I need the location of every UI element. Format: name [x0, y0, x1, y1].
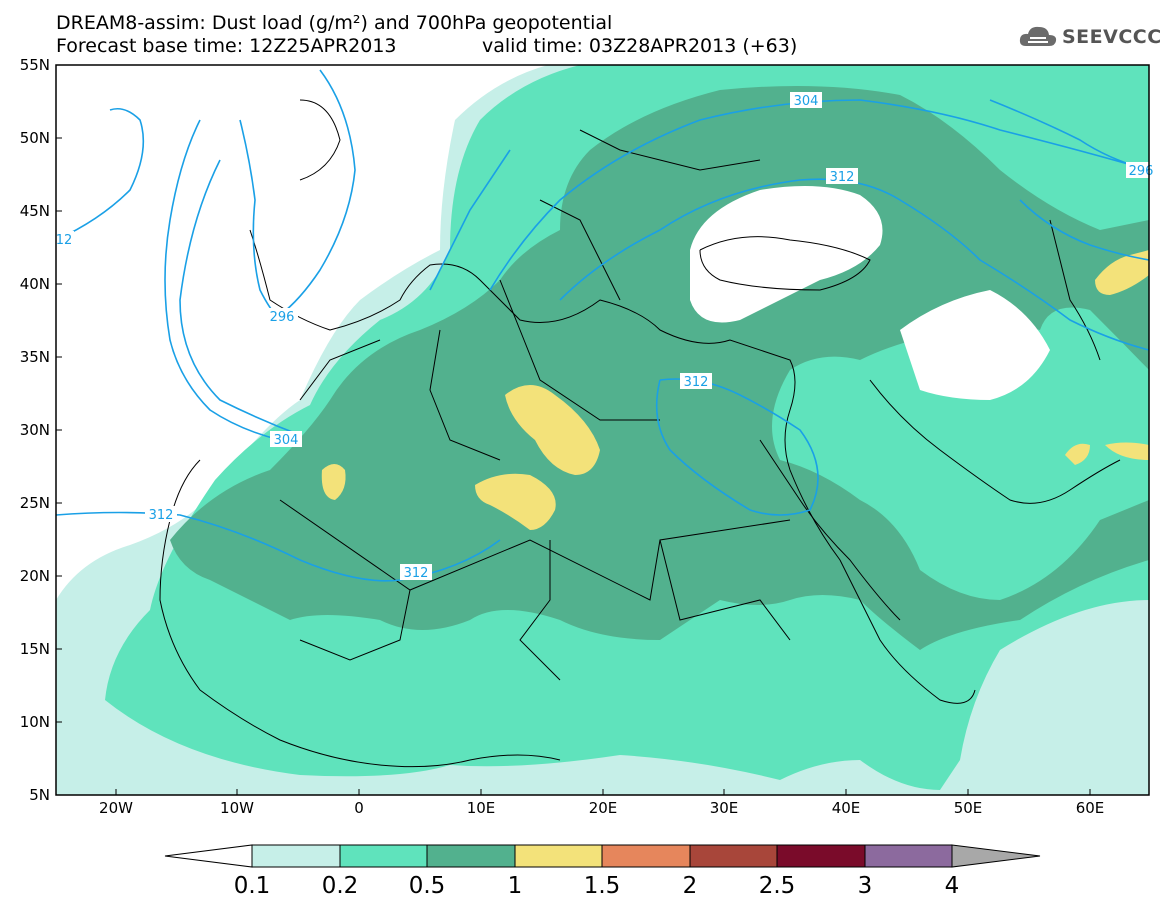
- lat-label: 35N: [20, 348, 50, 366]
- contour-312-egypt: [655, 378, 819, 516]
- svg-text:312: 312: [149, 508, 174, 523]
- contour-italy: [429, 149, 511, 291]
- svg-text:296: 296: [1129, 164, 1154, 179]
- contour-296-far: [239, 119, 281, 321]
- lat-label: 45N: [20, 202, 50, 220]
- map-title: DREAM8-assim: Dust load (g/m²) and 700hP…: [56, 12, 613, 34]
- dust-level-1-algeria: [475, 473, 556, 530]
- dust-level-1-libya: [505, 385, 600, 475]
- contour-296-ne: [989, 99, 1149, 171]
- seevccc-logo: SEEVCCC: [1018, 24, 1162, 50]
- geopotential-contours: [56, 69, 1149, 582]
- dust-free-west: [56, 65, 440, 520]
- cloud-logo-icon: [1019, 26, 1057, 46]
- contour-label-296-ne: 296: [1126, 162, 1156, 179]
- colorbar-tick: 1: [508, 873, 523, 899]
- colorbar-tick: 0.2: [322, 873, 359, 899]
- svg-text:12: 12: [56, 233, 73, 248]
- colorbar-tick: 1.5: [584, 873, 621, 899]
- dust-level-1-gulf: [1065, 442, 1149, 465]
- contour-label-312-east: 312: [826, 168, 858, 185]
- longitude-labels: 20W 10W 0 10E 20E 30E 40E 50E 60E: [99, 799, 1104, 817]
- svg-text:312: 312: [830, 170, 855, 185]
- colorbar-swatch-1: [251, 844, 341, 868]
- lon-label: 10E: [467, 799, 496, 817]
- valid-time: valid time: 03Z28APR2013 (+63): [482, 35, 798, 57]
- contour-312-iberia: [56, 107, 145, 241]
- contour-304-west: [179, 159, 301, 436]
- contour-312-east: [559, 178, 1149, 351]
- colorbar-swatch-7: [776, 844, 866, 868]
- lon-label: 10W: [220, 799, 254, 817]
- lat-label: 20N: [20, 567, 50, 585]
- contour-label-312-iberia: 12: [56, 231, 74, 248]
- lon-label: 50E: [954, 799, 983, 817]
- lon-label: 20E: [589, 799, 618, 817]
- lon-label: 30E: [710, 799, 739, 817]
- contour-label-312-sahara-w: 312: [145, 506, 177, 523]
- colorbar-swatch-2: [339, 844, 428, 868]
- contour-label-312-sahara-e: 312: [400, 564, 432, 581]
- lat-label: 15N: [20, 640, 50, 658]
- svg-text:304: 304: [274, 433, 299, 448]
- colorbar-under-triangle: [164, 844, 253, 868]
- colorbar-tick: 4: [945, 873, 960, 899]
- dust-level-0.5: [170, 86, 1149, 650]
- svg-text:312: 312: [684, 375, 709, 390]
- contour-label-304-north: 304: [790, 92, 822, 109]
- contour-312-ne: [1019, 199, 1149, 261]
- lat-label: 55N: [20, 56, 50, 74]
- contour-label-296-west: 296: [266, 308, 298, 325]
- dust-free-iran: [900, 290, 1050, 400]
- svg-text:296: 296: [270, 310, 295, 325]
- axis-ticks: [56, 137, 1091, 795]
- dust-level-1-mauritania: [321, 464, 346, 500]
- colorbar-swatch-8: [864, 844, 953, 868]
- svg-text:312: 312: [404, 566, 429, 581]
- contour-label-304-west: 304: [270, 431, 302, 448]
- lon-label: 60E: [1076, 799, 1105, 817]
- colorbar-tick: 2.5: [759, 873, 796, 899]
- dust-free-black-sea: [690, 186, 883, 323]
- colorbar-swatch-6: [689, 844, 778, 868]
- lon-label: 0: [354, 799, 364, 817]
- colorbar: 0.1 0.2 0.5 1 1.5 2 2.5 3 4: [164, 844, 1041, 899]
- lon-label: 40E: [832, 799, 861, 817]
- colorbar-tick: 2: [683, 873, 698, 899]
- colorbar-swatch-3: [426, 844, 516, 868]
- lat-label: 50N: [20, 129, 50, 147]
- contour-304-north: [489, 99, 1149, 291]
- dust-level-1-caspian: [1095, 250, 1149, 295]
- colorbar-over-triangle: [951, 844, 1041, 868]
- colorbar-tick: 0.1: [234, 873, 271, 899]
- lat-label: 10N: [20, 713, 50, 731]
- lat-label: 40N: [20, 275, 50, 293]
- colorbar-swatch-4: [514, 844, 603, 868]
- forecast-base-time: Forecast base time: 12Z25APR2013: [56, 35, 397, 57]
- colorbar-swatch-5: [601, 844, 691, 868]
- latitude-labels: 55N 50N 45N 40N 35N 30N 25N 20N 15N 10N …: [20, 56, 50, 804]
- contour-label-312-egypt: 312: [680, 373, 712, 390]
- svg-text:304: 304: [794, 94, 819, 109]
- colorbar-tick: 3: [858, 873, 873, 899]
- lat-label: 25N: [20, 494, 50, 512]
- lon-label: 20W: [99, 799, 133, 817]
- coastlines: [159, 99, 1121, 768]
- contour-296-west: [279, 69, 356, 316]
- contour-304-sw: [164, 119, 281, 441]
- logo-text: SEEVCCC: [1062, 26, 1162, 48]
- lat-label: 30N: [20, 421, 50, 439]
- colorbar-tick: 0.5: [409, 873, 446, 899]
- lat-label: 5N: [29, 786, 50, 804]
